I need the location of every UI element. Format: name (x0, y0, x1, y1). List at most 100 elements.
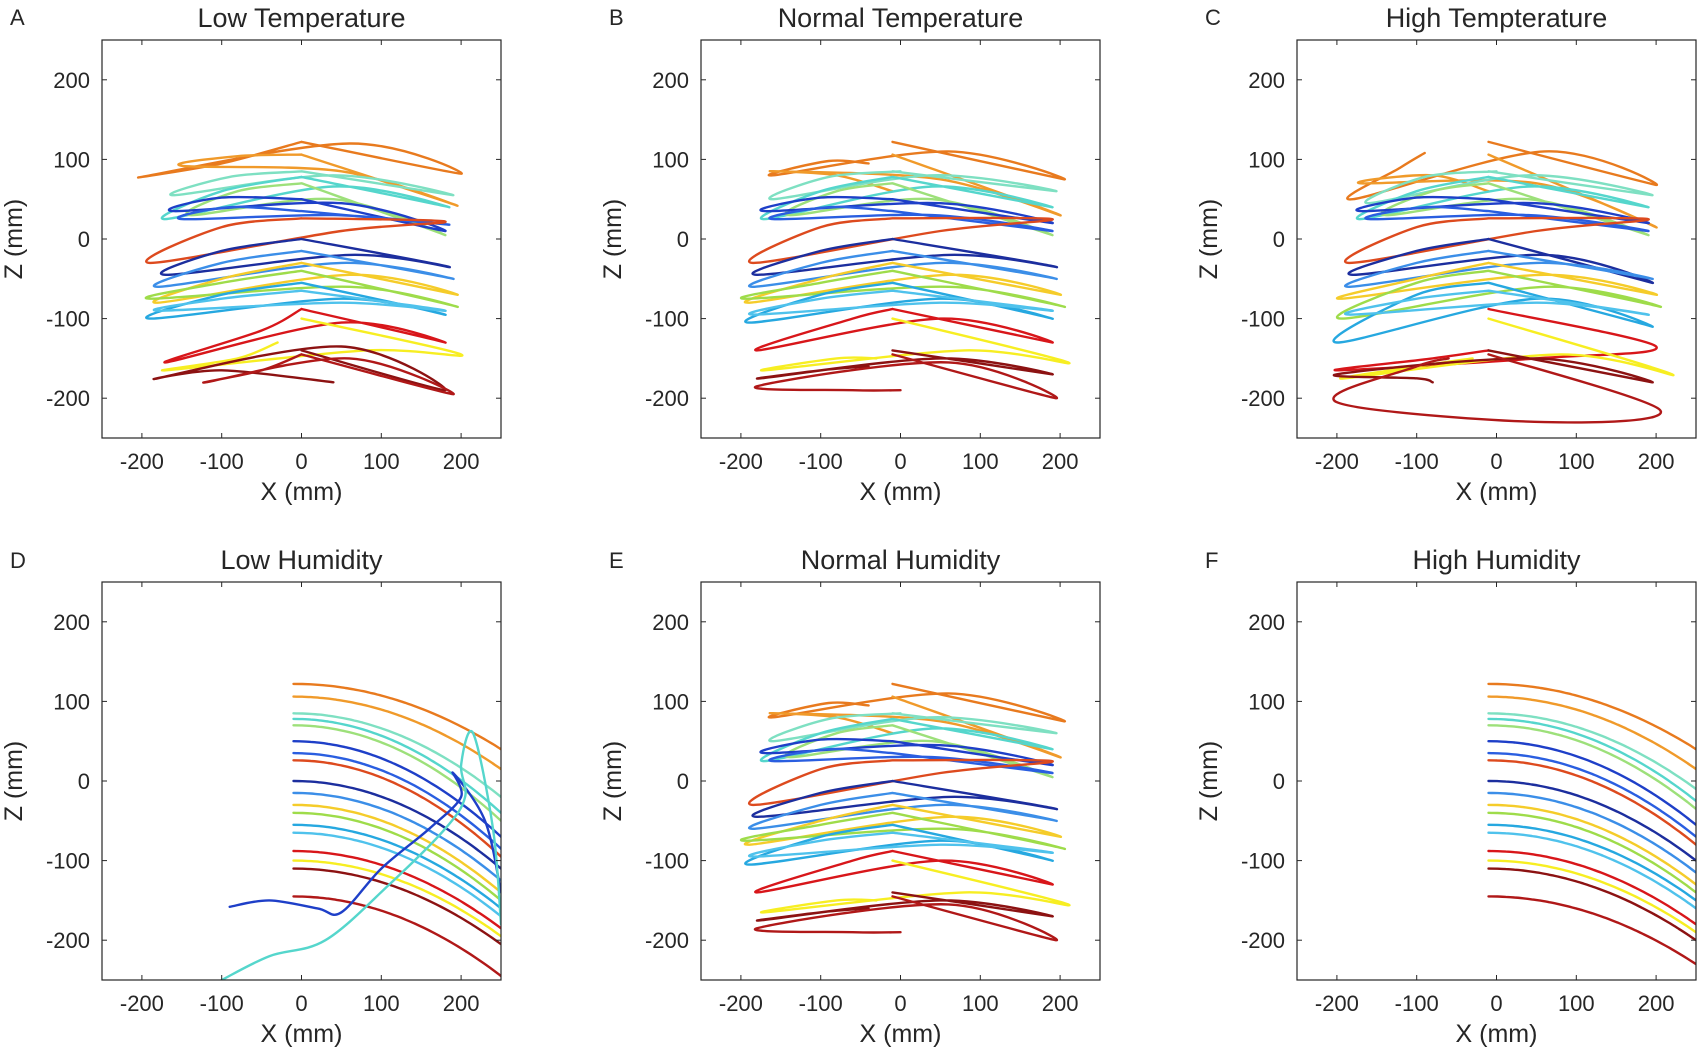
series-line-14 (748, 289, 1054, 316)
series-line-18 (202, 353, 455, 396)
series-line-5 (1487, 724, 1696, 811)
y-tick-label: -100 (46, 849, 90, 874)
series-line-12 (1487, 811, 1696, 894)
panel-letter: D (10, 548, 26, 573)
chart-title: Normal Temperature (778, 3, 1024, 33)
y-axis-label: Z (mm) (1195, 199, 1223, 280)
y-tick-label: -200 (1241, 386, 1285, 411)
y-tick-label: 100 (652, 689, 689, 714)
y-tick-label: -100 (46, 307, 90, 332)
x-tick-label: -200 (719, 449, 763, 474)
y-tick-label: 200 (53, 610, 90, 635)
y-tick-label: -200 (645, 386, 689, 411)
x-tick-label: 0 (894, 449, 906, 474)
series-line-4 (760, 717, 1054, 763)
series-line-2 (1487, 695, 1696, 771)
series-line-3 (169, 170, 455, 197)
y-tick-label: 100 (1248, 147, 1285, 172)
y-tick-label: 0 (78, 227, 90, 252)
series-line-14 (748, 831, 1054, 858)
y-tick-label: 100 (1248, 689, 1285, 714)
panel-f: F High Humidity -200 -100 0 100 200 200 100 0 -100… (1195, 545, 1697, 1048)
series-line-17 (756, 349, 1054, 380)
x-tick-label: -100 (200, 449, 244, 474)
series-line-7 (292, 751, 501, 850)
x-tick-label: 200 (1638, 991, 1675, 1016)
x-tick-label: 200 (1042, 991, 1079, 1016)
series-line-9 (159, 237, 451, 277)
series-line-11 (292, 803, 501, 894)
series-line-1 (767, 682, 1066, 723)
series-line-6 (167, 195, 447, 233)
x-tick-label: 200 (1638, 449, 1675, 474)
series-line-18 (753, 353, 1059, 400)
series-line-1 (767, 140, 1066, 181)
y-tick-label: 0 (677, 769, 689, 794)
x-tick-label: 100 (1558, 991, 1595, 1016)
series-line-10 (1487, 791, 1696, 874)
x-tick-label: -100 (799, 991, 843, 1016)
series-line-11 (744, 261, 1063, 304)
series-line-10 (153, 249, 455, 288)
series-line-7 (768, 747, 1054, 775)
series-line-16 (1339, 317, 1675, 380)
series-line-15 (163, 307, 447, 364)
panel-letter: F (1205, 548, 1218, 573)
series-line-17 (292, 867, 501, 946)
series-line-17 (1487, 867, 1696, 942)
x-tick-label: -200 (719, 991, 763, 1016)
x-axis-label: X (mm) (1456, 478, 1538, 506)
x-tick-label: 0 (295, 449, 307, 474)
x-axis-label: X (mm) (860, 478, 942, 506)
series-line-17 (1332, 349, 1654, 384)
series-group (137, 140, 464, 396)
series-line-10 (1344, 249, 1654, 288)
series-line-1 (1487, 682, 1696, 751)
x-tick-label: 0 (295, 991, 307, 1016)
series-line-4 (1356, 175, 1650, 221)
x-axis-label: X (mm) (261, 1020, 343, 1048)
y-tick-label: 200 (1248, 68, 1285, 93)
series-line-7 (1364, 205, 1650, 233)
series-line-14 (153, 289, 447, 313)
series-line-13 (1487, 823, 1696, 902)
panel-letter: A (10, 5, 25, 30)
chart-title: Normal Humidity (801, 545, 1001, 575)
series-line-3 (292, 712, 501, 799)
panel-b: B Normal Temperature -200 -100 0 100 200 200 100… (599, 3, 1101, 506)
x-tick-label: 0 (1490, 991, 1502, 1016)
series-line-9 (751, 237, 1059, 277)
series-line-12 (740, 811, 1066, 851)
series-line-11 (1487, 803, 1696, 886)
y-tick-label: 100 (53, 147, 90, 172)
y-axis-label: Z (mm) (599, 199, 627, 280)
series-line-15 (754, 849, 1054, 894)
y-axis-label: Z (mm) (599, 741, 627, 822)
stray-trajectory-2 (220, 729, 501, 980)
series-line-10 (748, 249, 1058, 288)
y-tick-label: -100 (645, 849, 689, 874)
series-line-7 (1487, 751, 1696, 838)
x-tick-label: -100 (200, 991, 244, 1016)
series-line-8 (1487, 759, 1696, 846)
series-line-11 (1336, 261, 1659, 300)
series-line-9 (751, 779, 1059, 819)
series-line-2 (177, 153, 459, 207)
series-line-9 (1347, 237, 1655, 285)
x-tick-label: -100 (799, 449, 843, 474)
series-line-18 (1332, 353, 1663, 424)
panel-d: D Low Humidity -200 -100 0 100 200 200 100 0 -100 -… (0, 545, 502, 1048)
series-line-18 (1487, 895, 1696, 966)
y-tick-label: -100 (1241, 307, 1285, 332)
series-line-10 (292, 791, 501, 882)
series-line-16 (1487, 859, 1696, 934)
series-line-5 (1380, 182, 1650, 237)
x-tick-label: 100 (363, 449, 400, 474)
panel-a: A Low Temperature -200 -100 0 100 200 200 100 0 -1… (0, 3, 502, 506)
series-line-17 (756, 891, 1054, 922)
y-axis-label: Z (mm) (0, 199, 28, 280)
panel-c: C High Tempterature -200 -100 0 100 200 200 100 0… (1195, 3, 1697, 506)
series-line-15 (292, 849, 501, 930)
x-tick-label: 0 (1490, 449, 1502, 474)
